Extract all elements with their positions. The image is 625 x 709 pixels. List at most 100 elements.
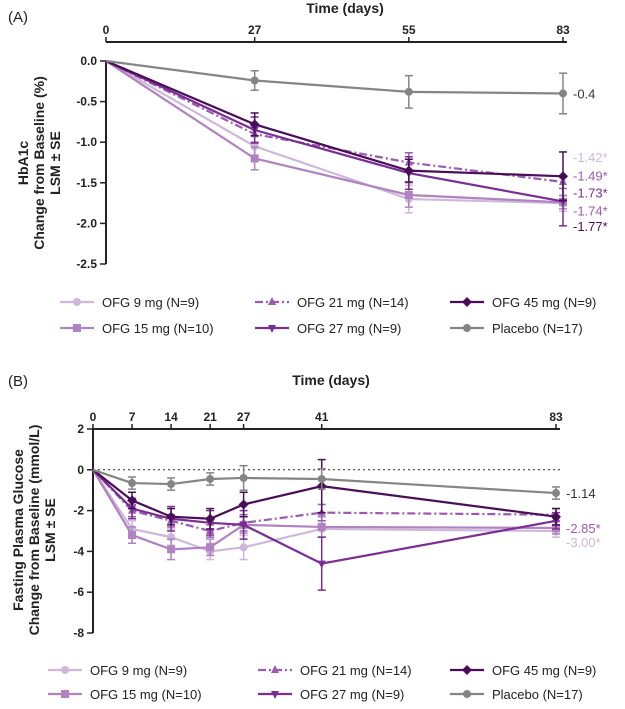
panel-a-data-point (250, 76, 259, 85)
panel-a-end-value-label: -1.77* (573, 219, 608, 234)
panel-b-end-value-label: -3.00* (566, 535, 601, 550)
panel-b-data-point (205, 513, 216, 524)
panel-a-series-5 (105, 59, 567, 115)
panel-a-end-value-label: -1.73* (573, 186, 608, 201)
panel-a-end-value-label: -0.4 (573, 86, 595, 101)
panel-a-plot-area: 0.0 -0.5 -1.0 -1.5 -2.0 -2.5 0 27 55 83 -0.4 -1.42*… (76, 23, 607, 271)
panel-b-x-tick-label: 14 (164, 410, 178, 424)
panel-a-legend-entry: OFG 15 mg (N=10) (60, 321, 214, 336)
panel-b-data-point (128, 531, 137, 540)
panel-b-data-point (167, 480, 176, 489)
panel-b-legend-entry: OFG 27 mg (N=9) (258, 687, 404, 702)
panel-a-x-tick-label: 55 (402, 23, 416, 37)
panel-b-legend-entry: OFG 21 mg (N=14) (258, 663, 412, 678)
panel-a-y-tick-label: -2.0 (76, 216, 97, 230)
panel-a-legend-entry: OFG 9 mg (N=9) (60, 295, 199, 310)
panel-b-data-point (317, 474, 326, 483)
panel-a-legend-label: OFG 9 mg (N=9) (102, 295, 199, 310)
panel-a-y-tick-label: -2.5 (76, 257, 97, 271)
panel-a-x-tick-label: 83 (556, 23, 570, 37)
panel-b-legend-label: OFG 9 mg (N=9) (90, 663, 187, 678)
panel-b-x-tick-label: 41 (315, 410, 329, 424)
panel-a-legend-entry: OFG 27 mg (N=9) (255, 321, 401, 336)
panel-b-x-tick-label: 21 (203, 410, 217, 424)
panel-a-x-axis-title: Time (days) (306, 0, 384, 16)
panel-b-y-tick-label: -2 (73, 504, 84, 518)
panel-b-x-axis-title: Time (days) (292, 372, 370, 388)
panel-a-legend-marker (462, 297, 472, 307)
panel-b-y-tick-label: -8 (73, 626, 84, 640)
panel-b-end-value-label: -2.85* (566, 521, 601, 536)
panel-a-legend-marker (73, 298, 81, 306)
panel-b-legend-label: OFG 27 mg (N=9) (300, 687, 404, 702)
panel-a-end-value-label: -1.49* (573, 168, 608, 183)
panel-b-data-point (238, 499, 249, 510)
panel-a-data-point (250, 142, 259, 151)
panel-a-y-axis-title-line1: HbA1c (15, 141, 31, 186)
panel-a-series-line (105, 60, 564, 204)
panel-b-legend-label: OFG 15 mg (N=10) (90, 687, 202, 702)
panel-b-y-axis-title-line3: LSM ± SE (42, 498, 58, 562)
panel-b-data-point (128, 479, 137, 488)
panel-b-y-axis-title-line1: Fasting Plasma Glucose (10, 449, 26, 611)
panel-b-legend: OFG 9 mg (N=9) OFG 21 mg (N=14) OFG 45 mg … (48, 663, 596, 702)
panel-b-legend-entry: OFG 9 mg (N=9) (48, 663, 187, 678)
panel-a-y-tick-label: -1.5 (76, 176, 97, 190)
panel-b-data-point (206, 543, 215, 552)
panel-a-label: (A) (8, 9, 28, 26)
panel-b-legend-label: OFG 21 mg (N=14) (300, 663, 412, 678)
panel-a-end-value-label: -1.42* (573, 150, 608, 165)
panel-a-y-tick-label: 0.0 (80, 54, 97, 68)
panel-a-legend-marker (268, 297, 276, 305)
panel-b-label: (B) (8, 373, 28, 390)
panel-a-y-tick-label: -1.0 (76, 135, 97, 149)
panel-b-x-tick-label: 83 (549, 410, 563, 424)
panel-b-data-point (317, 522, 326, 531)
panel-b-x-tick-label: 7 (129, 410, 136, 424)
panel-a-end-value-label: -1.74* (573, 203, 608, 218)
panel-a-data-point (404, 87, 413, 96)
panel-b-y-tick-label: -4 (73, 544, 84, 558)
panel-a-legend-label: OFG 45 mg (N=9) (492, 295, 596, 310)
panel-a-data-point (558, 171, 568, 182)
panel-b-x-tick-label: 27 (237, 410, 251, 424)
panel-a-series-line (105, 59, 564, 178)
panel-a-legend: OFG 9 mg (N=9) OFG 21 mg (N=14) OFG 45 mg … (60, 295, 596, 336)
panel-a-legend-marker (268, 325, 276, 333)
panel-b-series-line (92, 469, 557, 553)
panel-b-y-axis-title-line2: Change from Baseline (mmol/L) (26, 425, 42, 636)
panel-b-legend-marker (462, 665, 472, 675)
panel-b-data-point (167, 545, 176, 554)
panel-b-data-point (239, 473, 248, 482)
panel-a-y-axis-title-line2: Change from Baseline (%) (31, 76, 47, 249)
panel-b-data-point (317, 560, 326, 569)
panel-a-legend-label: Placebo (N=17) (492, 321, 583, 336)
panel-a-x-tick-label: 0 (103, 23, 110, 37)
panel-a-legend-label: OFG 21 mg (N=14) (297, 295, 409, 310)
panel-b-data-point (239, 543, 248, 552)
panel-a-series-line (105, 60, 564, 203)
panel-b-end-value-label: -1.14 (566, 486, 596, 501)
panel-b-x-tick-label: 0 (90, 410, 97, 424)
panel-a-legend-entry: OFG 21 mg (N=14) (255, 295, 409, 310)
panel-a-series-2 (105, 60, 567, 190)
panel-b-legend-marker (271, 691, 279, 699)
panel-a-x-tick-label: 27 (248, 23, 262, 37)
panel-a-legend-label: OFG 27 mg (N=9) (297, 321, 401, 336)
panel-b-legend-marker (61, 690, 69, 698)
panel-b-legend-entry: OFG 45 mg (N=9) (450, 663, 596, 678)
panel-a-series-4 (105, 59, 568, 202)
panel-b-legend-label: Placebo (N=17) (492, 687, 583, 702)
panel-a-series-1 (105, 60, 567, 210)
panel-b-data-point (127, 495, 138, 506)
panel-b-y-tick-label: -6 (73, 585, 84, 599)
panel-b-legend-entry: Placebo (N=17) (450, 687, 583, 702)
panel-b-data-point (206, 474, 215, 483)
panel-a-legend-entry: OFG 45 mg (N=9) (450, 295, 596, 310)
panel-b-y-tick-label: 2 (77, 422, 84, 436)
panel-a-legend-marker (463, 324, 471, 332)
panel-b-data-point (128, 505, 137, 514)
panel-b-legend-entry: OFG 15 mg (N=10) (48, 687, 202, 702)
panel-b-data-point (551, 511, 561, 522)
